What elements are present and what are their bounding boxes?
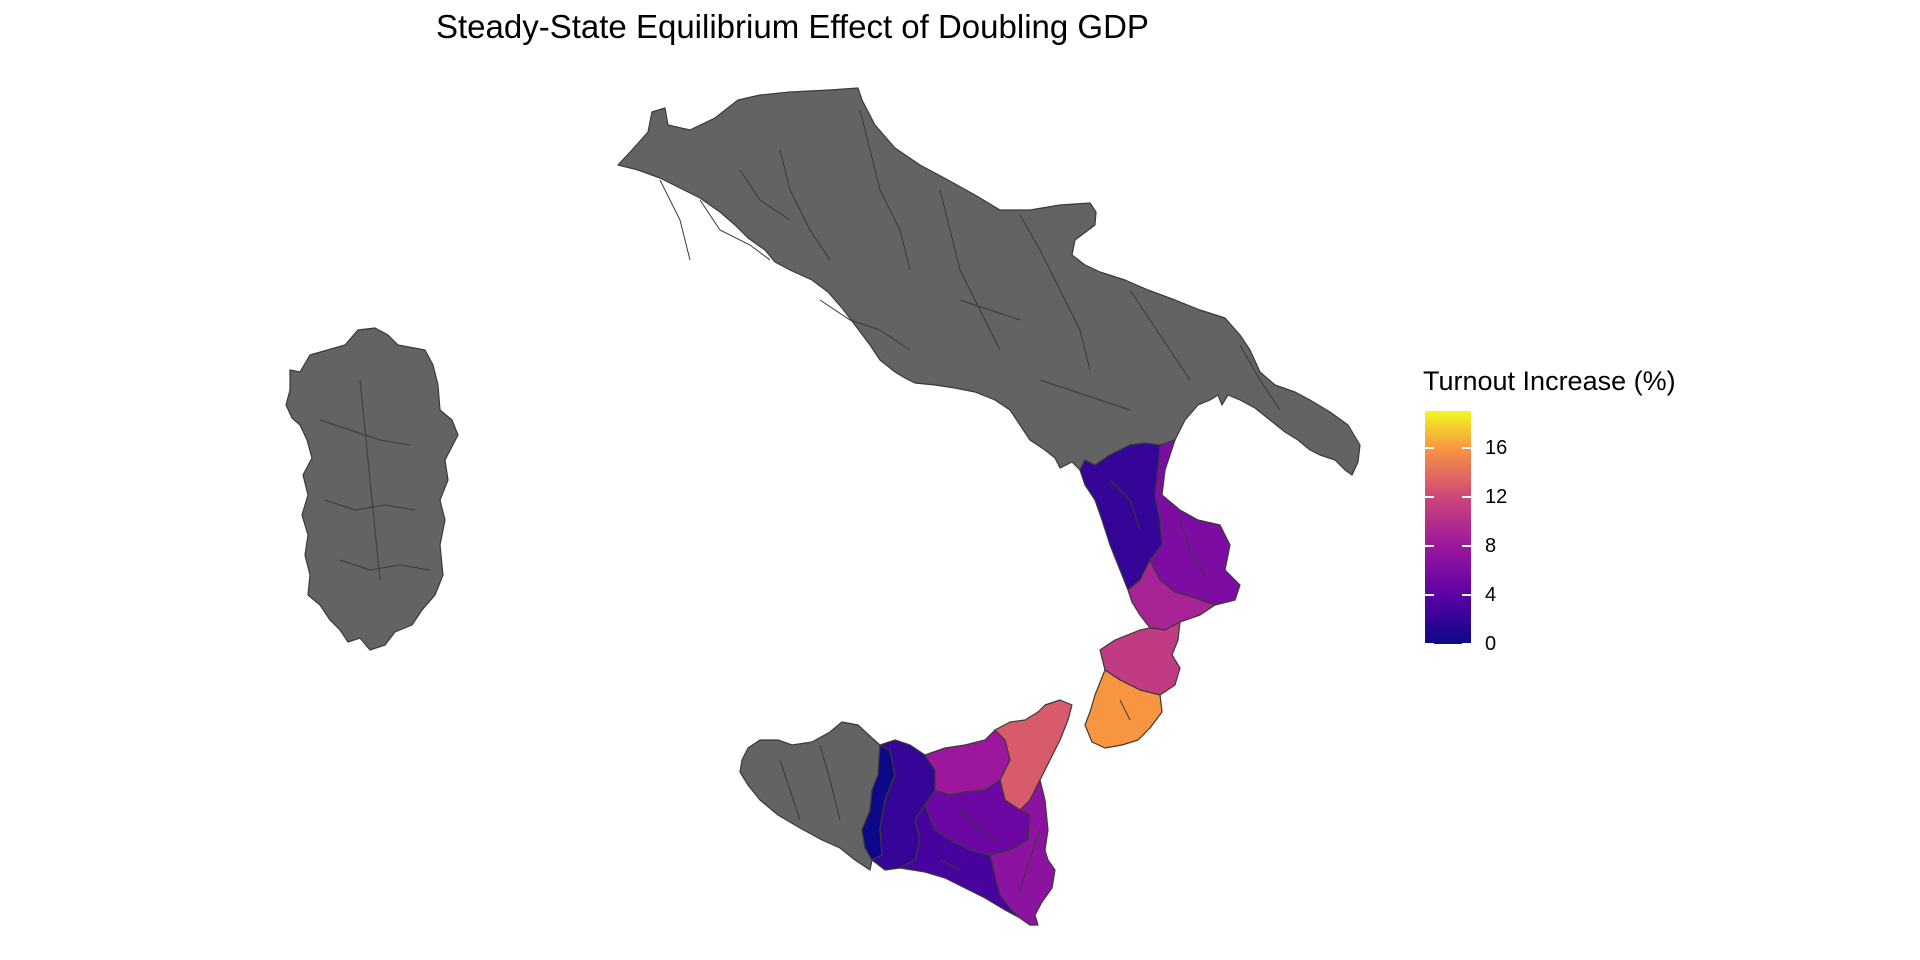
region-central-calabria-north (1127, 559, 1216, 631)
legend-title: Turnout Increase (%) (1423, 366, 1676, 396)
legend-tick-label: 12 (1485, 485, 1508, 508)
region-southern-calabria (1084, 669, 1163, 749)
region-sicily-east (989, 779, 1056, 926)
legend-gradient (1425, 411, 1471, 644)
legend-colorbar (1425, 411, 1471, 644)
legend-tick-mark (1462, 593, 1471, 596)
region-sicily-northeast (994, 699, 1073, 811)
region-sardinia (285, 327, 459, 651)
province-borders (319, 109, 1281, 891)
region-western-sicily (739, 721, 881, 871)
legend-tick-mark (1462, 544, 1471, 547)
legend-tick-mark (1425, 495, 1434, 498)
legend-tick-mark (1425, 446, 1434, 449)
legend-tick-mark (1462, 495, 1471, 498)
color-legend: Turnout Increase (%) 0 4 8 12 16 (1423, 366, 1723, 666)
legend-tick-label: 8 (1485, 534, 1497, 557)
legend-tick-mark (1462, 643, 1471, 645)
legend-ticks: 0 4 8 12 16 (1423, 366, 1723, 666)
map-title: Steady-State Equilibrium Effect of Doubl… (436, 8, 1149, 45)
legend-tick-mark (1425, 643, 1434, 645)
legend-tick-label: 0 (1485, 633, 1497, 655)
region-northern-calabria-east (1149, 439, 1241, 606)
legend-tick-label: 4 (1485, 583, 1497, 606)
region-mainland-south (617, 87, 1361, 476)
legend-tick-mark (1462, 446, 1471, 449)
legend-tick-label: 16 (1485, 436, 1508, 459)
legend-tick-mark (1425, 593, 1434, 596)
legend-tick-mark (1425, 544, 1434, 547)
